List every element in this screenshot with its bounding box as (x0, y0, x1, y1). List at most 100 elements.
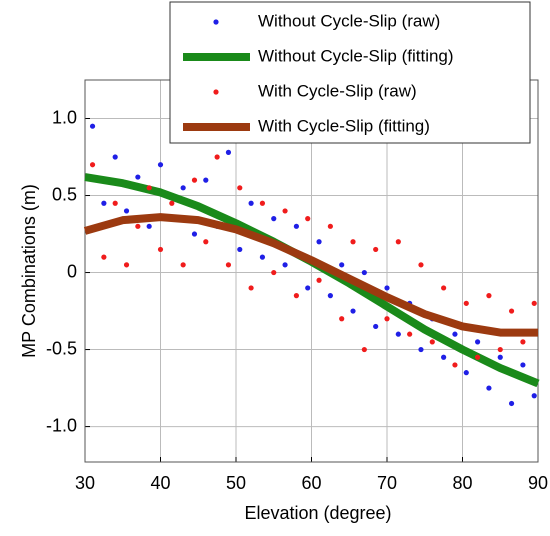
point (361, 346, 367, 353)
point (180, 262, 186, 268)
x-tick-label: 50 (226, 473, 246, 493)
point (475, 339, 481, 345)
point (89, 123, 96, 129)
legend-swatch (213, 89, 219, 95)
point (180, 185, 186, 191)
point (395, 239, 401, 245)
y-tick-label: 0.5 (52, 184, 77, 204)
point (327, 223, 333, 229)
legend-label: With Cycle-Slip (fitting) (258, 116, 430, 135)
point (157, 162, 164, 168)
point (418, 262, 424, 268)
point (123, 208, 130, 214)
point (293, 223, 299, 229)
y-tick-label: 0 (67, 261, 77, 281)
point (237, 185, 243, 191)
point (486, 293, 492, 299)
point (135, 174, 141, 180)
point (305, 216, 311, 222)
point (169, 200, 175, 206)
point (361, 269, 367, 276)
point (350, 239, 356, 245)
point (418, 346, 424, 353)
point (497, 354, 503, 360)
point (520, 339, 526, 345)
point (441, 285, 447, 291)
fit-line (83, 213, 538, 337)
point (135, 223, 141, 229)
point (475, 354, 481, 360)
legend-label: Without Cycle-Slip (fitting) (258, 46, 454, 65)
point (384, 285, 390, 291)
point (259, 200, 266, 206)
point (203, 239, 209, 245)
x-axis-label: Elevation (degree) (244, 503, 391, 523)
point (248, 200, 254, 206)
legend-label: Without Cycle-Slip (raw) (258, 11, 440, 30)
point (123, 262, 130, 268)
legend-box (169, 1, 531, 144)
point (339, 316, 345, 322)
point (214, 154, 220, 160)
point (531, 393, 537, 399)
x-tick-label: 60 (301, 473, 321, 493)
point (463, 370, 469, 376)
point (89, 162, 96, 168)
point (373, 323, 379, 330)
point (271, 269, 277, 276)
point (316, 277, 322, 283)
point (407, 331, 413, 337)
point (452, 362, 458, 368)
point (384, 316, 390, 322)
x-tick-label: 70 (377, 473, 397, 493)
point (531, 300, 537, 306)
y-axis-label: MP Combinations (m) (19, 184, 39, 358)
point (463, 300, 469, 306)
point (305, 285, 311, 291)
point (259, 254, 266, 260)
point (508, 308, 515, 314)
point (497, 346, 503, 353)
point (101, 200, 107, 206)
point (350, 308, 356, 314)
legend-swatch (213, 19, 219, 25)
point (373, 246, 379, 253)
point (146, 223, 152, 229)
point (112, 154, 118, 160)
x-tick-label: 90 (528, 473, 548, 493)
point (395, 331, 401, 337)
point (225, 149, 232, 155)
point (146, 185, 152, 191)
point (225, 262, 232, 268)
y-tick-label: -0.5 (46, 338, 77, 358)
point (112, 200, 118, 206)
point (508, 400, 515, 407)
x-tick-label: 30 (75, 473, 95, 493)
point (282, 262, 288, 268)
point (203, 177, 209, 183)
point (293, 293, 299, 299)
point (339, 262, 345, 268)
point (520, 362, 526, 368)
x-tick-label: 40 (150, 473, 170, 493)
y-tick-label: 1.0 (52, 107, 77, 127)
point (101, 254, 107, 260)
point (248, 285, 254, 291)
y-tick-label: -1.0 (46, 415, 77, 435)
point (237, 246, 243, 253)
point (441, 354, 447, 360)
point (191, 177, 198, 183)
legend-label: With Cycle-Slip (raw) (258, 81, 417, 100)
legend: Without Cycle-Slip (raw) Without Cycle-Sl… (169, 1, 531, 144)
point (452, 331, 458, 337)
point (271, 216, 277, 222)
point (316, 239, 322, 245)
point (486, 385, 492, 391)
point (327, 293, 333, 299)
point (191, 231, 198, 237)
point (282, 208, 288, 214)
point (157, 246, 164, 253)
x-tick-label: 80 (452, 473, 472, 493)
point (429, 339, 435, 345)
